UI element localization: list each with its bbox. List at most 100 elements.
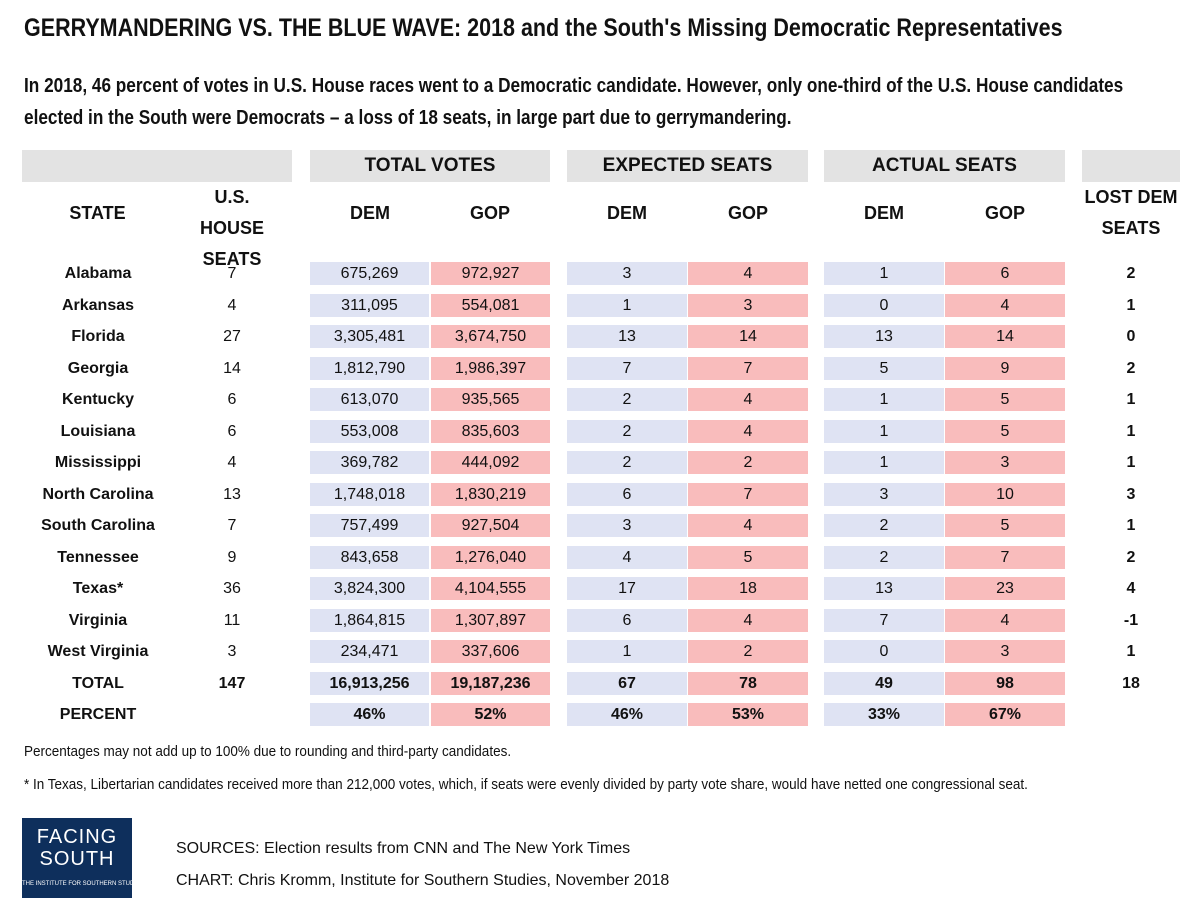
- actual-gop-cell: 67%: [945, 703, 1065, 726]
- votes-dem-cell: 369,782: [310, 451, 429, 474]
- votes-gop-cell: 1,307,897: [431, 609, 550, 632]
- votes-gop-cell: 1,276,040: [431, 546, 550, 569]
- votes-gop-cell: 1,986,397: [431, 357, 550, 380]
- lost-dem-seats-cell: -1: [1123, 612, 1139, 629]
- header-band-expected-seats: [567, 150, 808, 182]
- house-seats-cell: 14: [223, 360, 241, 377]
- house-seats-cell: 6: [227, 391, 237, 408]
- lost-dem-seats-cell: 1: [1126, 297, 1136, 314]
- votes-gop-cell: 444,092: [431, 451, 550, 474]
- column-header-house-seats: U.S. HOUSE SEATS: [199, 187, 264, 269]
- house-seats-cell: 9: [227, 549, 237, 566]
- chart-credit-line: CHART: Chris Kromm, Institute for Southe…: [176, 872, 670, 889]
- chart-title: GERRYMANDERING VS. THE BLUE WAVE: 2018 a…: [24, 14, 1063, 42]
- house-seats-cell: [180, 703, 284, 726]
- column-header-state: STATE: [69, 203, 126, 223]
- lost-dem-seats-cell: 1: [1126, 391, 1136, 408]
- expected-gop-cell: 2: [688, 640, 808, 663]
- votes-dem-cell: 675,269: [310, 262, 429, 285]
- state-cell: North Carolina: [42, 486, 154, 503]
- state-cell: Arkansas: [61, 297, 135, 314]
- actual-gop-cell: 5: [945, 514, 1065, 537]
- column-header-actual-gop: GOP: [984, 203, 1025, 223]
- expected-dem-cell: 17: [567, 577, 687, 600]
- house-seats-cell: 11: [223, 612, 241, 629]
- state-cell: TOTAL: [72, 675, 124, 692]
- footnote-rounding: Percentages may not add up to 100% due t…: [24, 743, 512, 760]
- votes-dem-cell: 3,305,481: [310, 325, 429, 348]
- lost-dem-seats-cell: 1: [1126, 643, 1136, 660]
- header-band-state: [22, 150, 292, 182]
- votes-gop-cell: 3,674,750: [431, 325, 550, 348]
- actual-dem-cell: 1: [824, 388, 944, 411]
- house-seats-cell: 4: [227, 297, 237, 314]
- house-seats-cell: 4: [227, 454, 237, 471]
- state-cell: PERCENT: [59, 706, 137, 723]
- actual-dem-cell: 5: [824, 357, 944, 380]
- votes-dem-cell: 1,748,018: [310, 483, 429, 506]
- house-seats-cell: 3: [227, 643, 237, 660]
- votes-gop-cell: 835,603: [431, 420, 550, 443]
- expected-gop-cell: 7: [688, 357, 808, 380]
- actual-dem-cell: 7: [824, 609, 944, 632]
- expected-dem-cell: 7: [567, 357, 687, 380]
- actual-dem-cell: 33%: [824, 703, 944, 726]
- votes-dem-cell: 1,864,815: [310, 609, 429, 632]
- votes-dem-cell: 46%: [310, 703, 429, 726]
- expected-dem-cell: 13: [567, 325, 687, 348]
- logo-text-institute: THE INSTITUTE FOR SOUTHERN STUDIES: [22, 881, 145, 887]
- votes-dem-cell: 757,499: [310, 514, 429, 537]
- group-header-expected-seats: EXPECTED SEATS: [602, 155, 773, 176]
- expected-dem-cell: 3: [567, 514, 687, 537]
- state-cell: Mississippi: [54, 454, 142, 471]
- expected-gop-cell: 4: [688, 262, 808, 285]
- state-cell: Louisiana: [60, 423, 136, 440]
- state-cell: Florida: [71, 328, 125, 345]
- state-cell: Alabama: [64, 265, 132, 282]
- actual-gop-cell: 4: [945, 294, 1065, 317]
- group-header-actual-seats: ACTUAL SEATS: [872, 155, 1017, 176]
- column-header-expected-dem: DEM: [607, 203, 647, 223]
- actual-gop-cell: 23: [945, 577, 1065, 600]
- votes-gop-cell: 4,104,555: [431, 577, 550, 600]
- expected-dem-cell: 46%: [567, 703, 687, 726]
- votes-gop-cell: 337,606: [431, 640, 550, 663]
- expected-gop-cell: 2: [688, 451, 808, 474]
- votes-dem-cell: 613,070: [310, 388, 429, 411]
- state-cell: West Virginia: [47, 643, 149, 660]
- actual-gop-cell: 5: [945, 420, 1065, 443]
- expected-dem-cell: 1: [567, 294, 687, 317]
- expected-dem-cell: 2: [567, 451, 687, 474]
- facing-south-logo: FACING SOUTH THE INSTITUTE FOR SOUTHERN …: [22, 818, 145, 898]
- actual-dem-cell: 13: [824, 325, 944, 348]
- votes-dem-cell: 843,658: [310, 546, 429, 569]
- column-header-actual-dem: DEM: [864, 203, 904, 223]
- house-seats-cell: 27: [223, 328, 241, 345]
- state-cell: Kentucky: [61, 391, 135, 408]
- state-cell: Georgia: [67, 360, 129, 377]
- footnote-texas: * In Texas, Libertarian candidates recei…: [24, 776, 1028, 793]
- column-header-lost-dem-seats: LOST DEM SEATS: [1084, 187, 1178, 238]
- logo-text-south: SOUTH: [39, 848, 115, 870]
- expected-gop-cell: 18: [688, 577, 808, 600]
- state-cell: South Carolina: [41, 517, 155, 534]
- house-seats-cell: 6: [227, 423, 237, 440]
- house-seats-cell: 7: [227, 517, 237, 534]
- actual-gop-cell: 7: [945, 546, 1065, 569]
- state-cell: Tennessee: [57, 549, 139, 566]
- column-header-expected-gop: GOP: [727, 203, 768, 223]
- votes-gop-cell: 927,504: [431, 514, 550, 537]
- votes-gop-cell: 19,187,236: [431, 672, 550, 695]
- expected-gop-cell: 4: [688, 420, 808, 443]
- actual-dem-cell: 0: [824, 640, 944, 663]
- votes-dem-cell: 234,471: [310, 640, 429, 663]
- lost-dem-seats-cell: 1: [1126, 517, 1136, 534]
- actual-gop-cell: 3: [945, 451, 1065, 474]
- actual-gop-cell: 3: [945, 640, 1065, 663]
- header-band-actual-seats: [824, 150, 1065, 182]
- actual-gop-cell: 10: [945, 483, 1065, 506]
- column-header-votes-gop: GOP: [469, 203, 510, 223]
- sources-line: SOURCES: Election results from CNN and T…: [176, 840, 631, 857]
- lost-dem-seats-cell: 18: [1122, 675, 1140, 692]
- votes-gop-cell: 1,830,219: [431, 483, 550, 506]
